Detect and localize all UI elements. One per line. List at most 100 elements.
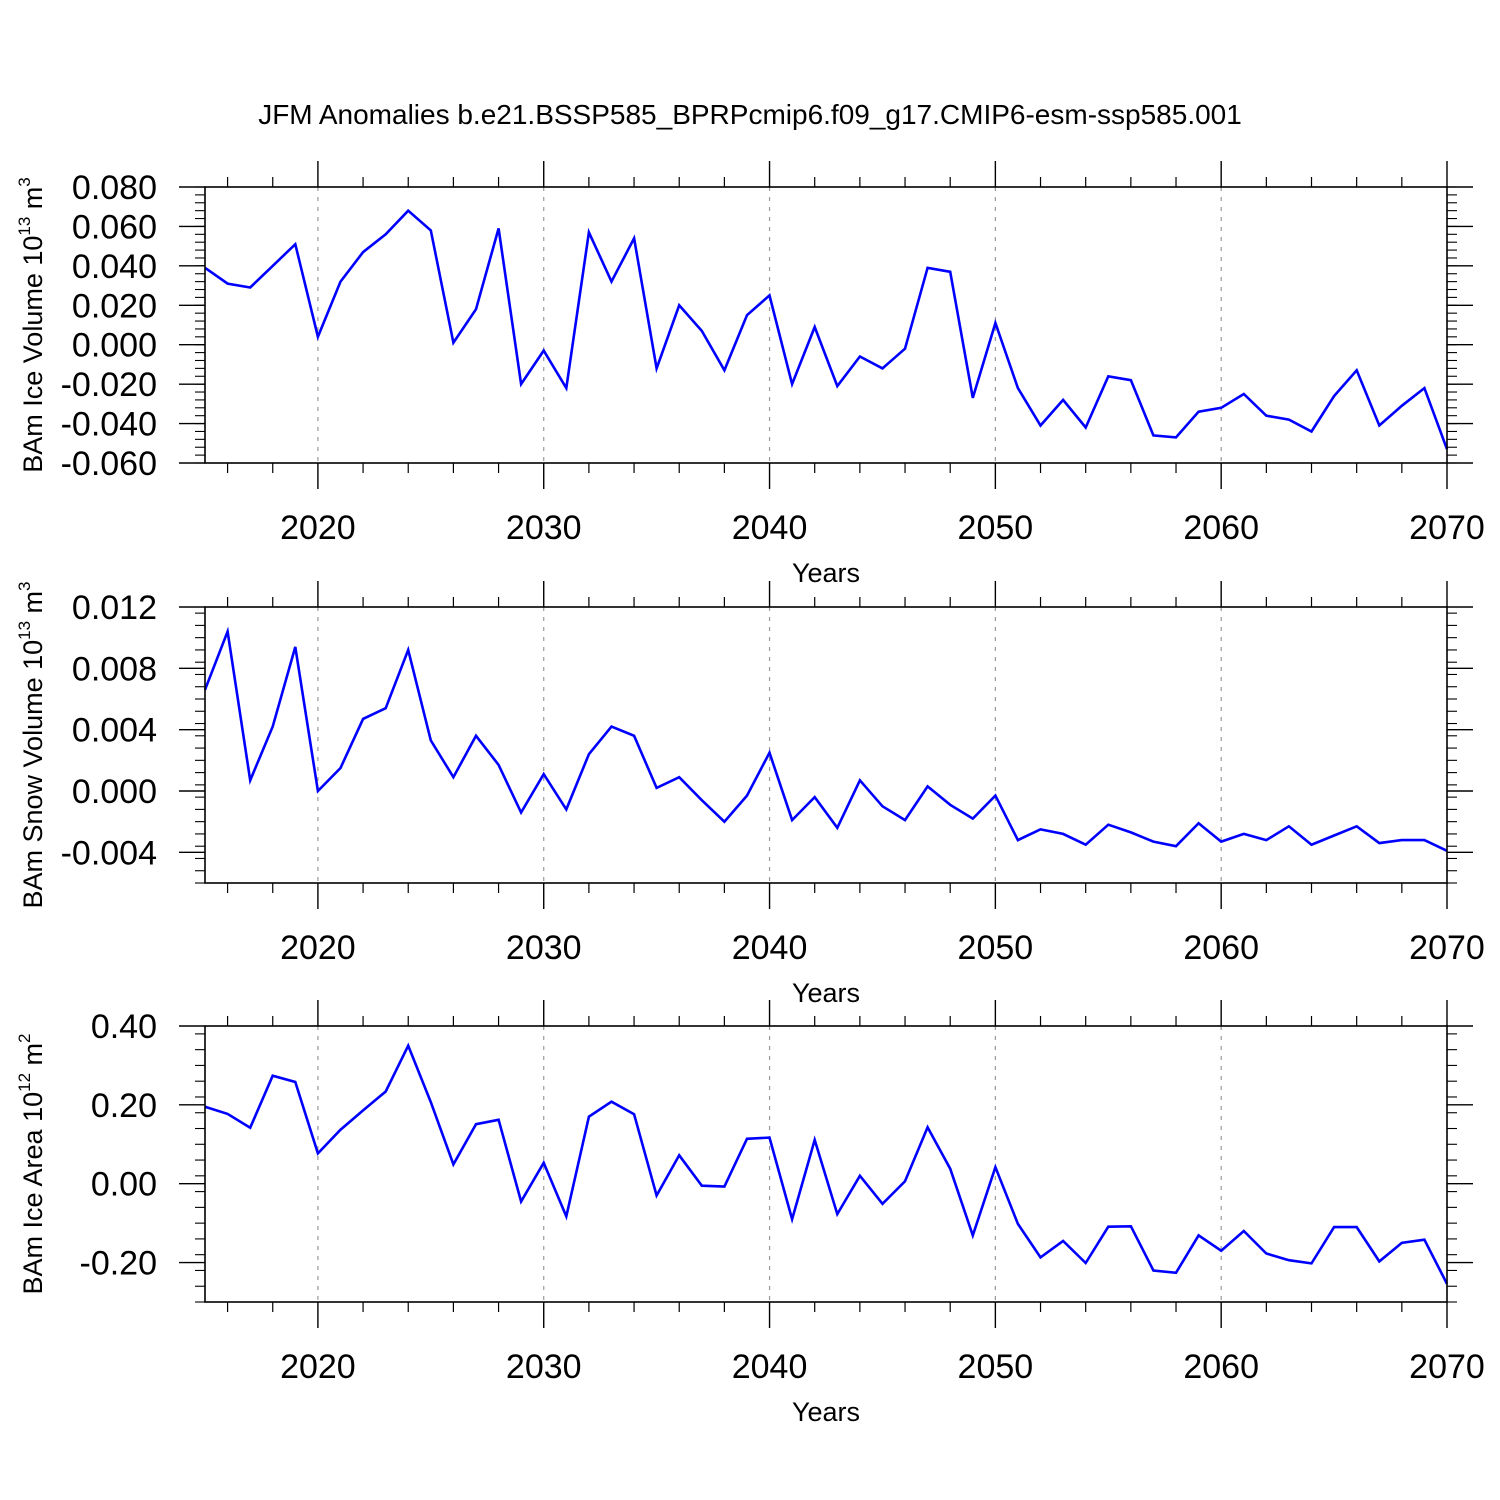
data-point [1152,1269,1155,1272]
data-point [655,367,658,370]
data-point [542,1161,545,1164]
y-tick-label: -0.20 [80,1245,158,1283]
x-tick-label-2020: 2020 [280,509,356,547]
data-point [746,314,749,317]
data-point [723,1185,726,1188]
data-point [339,1128,342,1131]
x-tick-label-2040: 2040 [732,929,808,967]
data-point [791,1218,794,1221]
data-point [542,773,545,776]
y-tick-label: -0.040 [61,406,157,444]
data-point [971,1234,974,1237]
data-point [1288,1259,1291,1262]
y-axis-label: BAm Snow Volume 1013 m3 [15,581,48,908]
data-point [497,1118,500,1121]
y-tick-label: -0.060 [61,445,157,483]
data-point [362,1109,365,1112]
data-point [1062,833,1065,836]
data-point [317,1152,320,1155]
data-point [1310,430,1313,433]
data-point [633,237,636,240]
data-point [565,387,568,390]
data-point [1333,395,1336,398]
y-axis-label-exp2: 3 [15,177,34,186]
data-point [294,1081,297,1084]
data-point [1107,1225,1110,1228]
y-axis-label-mid: m [18,591,48,621]
data-point [1017,387,1020,390]
data-point [1039,424,1042,427]
data-point [1400,404,1403,407]
data-point [655,787,658,790]
x-tick-label-2030: 2030 [506,509,582,547]
y-tick-label: 0.080 [72,169,157,207]
data-point [678,776,681,779]
data-point [1197,1234,1200,1237]
data-point [904,347,907,350]
data-point [836,1213,839,1216]
data-point [971,397,974,400]
data-point [1107,823,1110,826]
data-point [768,751,771,754]
x-tick-label-2040: 2040 [732,509,808,547]
data-point [949,270,952,273]
y-axis-label: BAm Ice Area 1012 m2 [15,1034,48,1295]
data-point [1152,434,1155,437]
data-point [746,1137,749,1140]
plot-frame-snow-volume [204,606,1448,884]
plot-frame-ice-area [204,1025,1448,1303]
data-point [226,1113,229,1116]
data-point [1084,1262,1087,1265]
data-point [610,1100,613,1103]
data-point [1175,1271,1178,1274]
data-point [429,229,432,232]
y-axis-label-main: BAm Snow Volume 10 [18,640,48,909]
data-point [1062,399,1065,402]
panel-ice-volume: 2020 2030 2040 2050 2060 2070 -0.060-0.040-0.0… [15,161,1485,588]
data-point [1265,839,1268,842]
data-point [271,1074,274,1077]
y-tick-label: 0.060 [72,208,157,246]
data-point [475,734,478,737]
data-point [1197,822,1200,825]
data-point [1220,406,1223,409]
data-point [1355,369,1358,372]
data-point [858,355,861,358]
x-tick-label-2050: 2050 [958,509,1034,547]
data-point [904,1180,907,1183]
y-tick-label: 0.000 [72,327,157,365]
data-point [497,764,500,767]
data-point [926,785,929,788]
data-point [1378,842,1381,845]
data-point [1129,831,1132,834]
y-tick-label: 0.020 [72,287,157,325]
data-point [1423,1238,1426,1241]
data-point [1175,845,1178,848]
y-tick-label: 0.000 [72,773,157,811]
data-point [1288,418,1291,421]
data-point [384,1090,387,1093]
y-axis-label-main: BAm Ice Area 10 [18,1092,48,1295]
data-point [565,808,568,811]
data-point [317,790,320,793]
x-tick-label-2040: 2040 [732,1348,808,1386]
data-point [1084,843,1087,846]
y-axis-label-mid: m [18,187,48,217]
data-point [700,330,703,333]
data-point [317,335,320,338]
data-point [1242,393,1245,396]
data-point [271,725,274,728]
series-line-ice-area [204,1042,1449,1285]
x-axis-label: Years [792,978,860,1008]
data-point [384,233,387,236]
data-point [926,1126,929,1129]
series-line-ice-volume [204,208,1449,450]
data-point [294,243,297,246]
data-point [1084,426,1087,429]
panel-snow-volume: 2020 2030 2040 2050 2060 2070 -0.004 0.000 0.004… [15,581,1485,1008]
data-point [1310,843,1313,846]
y-axis-label-exp2: 3 [15,581,34,590]
y-tick-label: 0.00 [91,1166,157,1204]
data-point [791,383,794,386]
x-tick-label-2070: 2070 [1409,509,1485,547]
